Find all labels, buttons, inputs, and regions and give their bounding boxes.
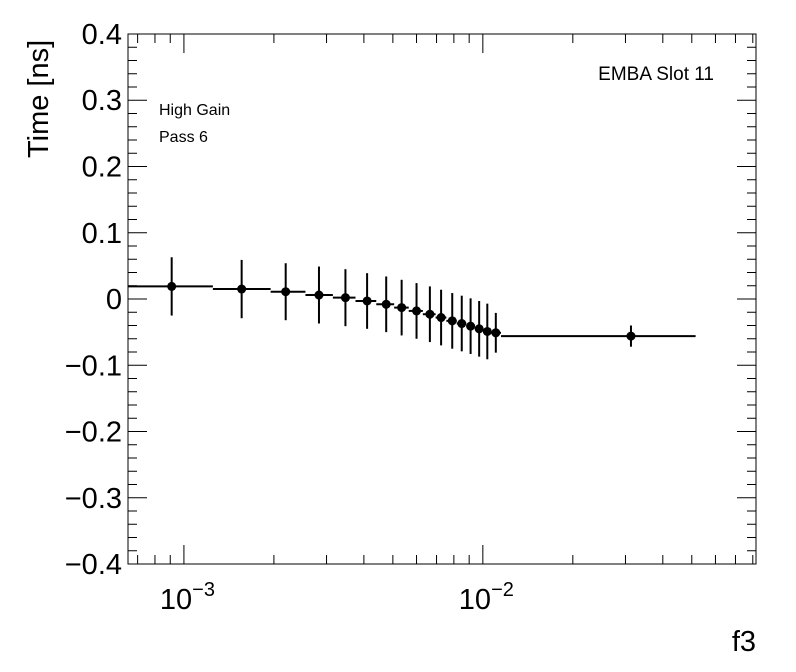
- data-point: [474, 300, 484, 357]
- data-point: [500, 325, 696, 347]
- marker: [491, 328, 501, 338]
- y-tick-label: −0.3: [65, 483, 122, 515]
- data-point: [394, 279, 409, 336]
- marker: [447, 316, 457, 326]
- x-axis-tick-labels: 10−3 10−2: [160, 579, 514, 616]
- marker: [466, 321, 476, 331]
- data-point: [332, 269, 356, 327]
- data-point: [376, 276, 395, 333]
- data-point: [482, 303, 492, 360]
- data-point: [456, 295, 467, 352]
- data-point: [422, 286, 436, 343]
- marker: [362, 296, 372, 306]
- data-point: [270, 263, 306, 321]
- data-point: [128, 257, 213, 316]
- y-tick-label: 0.3: [82, 85, 122, 117]
- marker: [167, 281, 177, 291]
- data-point: [466, 298, 476, 354]
- y-tick-label: −0.1: [65, 350, 122, 382]
- marker: [281, 287, 291, 297]
- y-tick-label: 0: [106, 284, 122, 316]
- x-axis-label: f3: [732, 626, 756, 658]
- marker: [237, 284, 247, 294]
- x-axis-ticks: [137, 34, 754, 564]
- data-point: [305, 266, 333, 324]
- data-point: [355, 273, 377, 329]
- y-tick-label: 0.2: [82, 152, 122, 184]
- marker: [425, 309, 435, 319]
- y-tick-label: −0.4: [65, 549, 122, 581]
- marker: [314, 290, 324, 300]
- marker: [482, 326, 492, 336]
- marker: [457, 319, 467, 329]
- marker: [626, 331, 636, 341]
- data-point: [408, 283, 423, 339]
- x-tick-label: 10−2: [459, 579, 514, 616]
- annotation-pass: Pass 6: [159, 129, 208, 146]
- y-axis-ticks: [128, 33, 756, 565]
- y-axis-tick-labels: 0.4 0.3 0.2 0.1 0 −0.1 −0.2 −0.3 −0.4: [65, 19, 122, 581]
- y-tick-label: 0.1: [82, 218, 122, 250]
- data-point: [446, 293, 457, 349]
- y-axis-label: Time [ns]: [23, 40, 55, 158]
- data-point: [491, 312, 501, 353]
- data-point: [212, 259, 271, 319]
- data-point: [435, 289, 447, 346]
- marker: [412, 306, 422, 316]
- marker: [474, 324, 484, 334]
- x-tick-label: 10−3: [160, 579, 215, 616]
- marker: [340, 293, 350, 303]
- annotation-high-gain: High Gain: [159, 102, 230, 119]
- y-tick-label: 0.4: [82, 19, 122, 51]
- y-tick-label: −0.2: [65, 417, 122, 449]
- marker: [381, 299, 391, 309]
- marker: [397, 303, 407, 313]
- data-series: [128, 257, 696, 360]
- marker: [436, 313, 446, 323]
- annotation-emba-slot: EMBA Slot 11: [598, 64, 714, 85]
